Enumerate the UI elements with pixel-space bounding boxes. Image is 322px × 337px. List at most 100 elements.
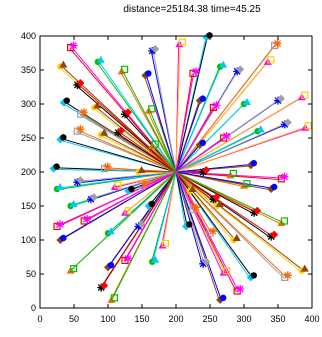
data-point-marker [60, 234, 67, 242]
axes: 0 50 100 150 200 250 300 350 400 0 50 100 150 200 250 3… [21, 31, 320, 324]
series-line [77, 83, 177, 173]
x-tick-label: 200 [168, 314, 183, 324]
data-point-marker [141, 179, 149, 188]
series-line [149, 109, 177, 173]
data-point-marker [137, 220, 146, 229]
data-point-marker [97, 283, 106, 292]
series-line [91, 171, 177, 199]
data-point-marker [250, 272, 257, 279]
data-point-marker [107, 262, 115, 269]
data-point-marker [199, 139, 206, 146]
data-point-marker [120, 65, 129, 73]
data-point-marker [53, 163, 60, 170]
data-point-marker [280, 120, 289, 129]
data-point-marker [56, 183, 64, 190]
y-tick-label: 150 [21, 201, 36, 211]
data-point-marker [212, 193, 221, 202]
data-point-marker [283, 118, 292, 127]
data-point-marker [212, 101, 221, 110]
series-line [139, 170, 177, 173]
data-point-marker [76, 176, 85, 185]
data-point-marker [300, 264, 309, 272]
data-point-marker [161, 239, 169, 248]
data-point-marker [267, 56, 275, 64]
x-tick-label: 400 [304, 314, 319, 324]
y-tick-label: 400 [21, 31, 36, 41]
data-point-marker [100, 281, 109, 290]
series-line [108, 171, 177, 267]
data-point-marker [277, 94, 285, 103]
series-line [101, 133, 177, 173]
data-point-marker [121, 110, 129, 119]
data-point-marker [76, 125, 85, 134]
series-line [78, 129, 177, 173]
y-tick-label: 300 [21, 99, 36, 109]
series-line [175, 72, 195, 173]
data-point-marker [151, 255, 160, 263]
data-point-marker [124, 207, 132, 215]
data-point-marker [114, 181, 122, 189]
series-line [98, 60, 177, 173]
data-point-marker [148, 46, 157, 55]
data-point-marker [93, 101, 102, 109]
series-line [175, 163, 252, 173]
x-tick-label: 150 [134, 314, 149, 324]
data-point-marker [192, 203, 200, 212]
series-line [121, 70, 177, 173]
data-point-marker [243, 98, 251, 105]
series-line [81, 112, 177, 173]
data-point-marker [107, 227, 115, 235]
series-line [162, 171, 177, 245]
series-line [175, 171, 273, 189]
data-point-marker [69, 265, 78, 273]
data-point-marker [219, 60, 228, 68]
data-point-marker [63, 97, 70, 104]
series-line [175, 60, 269, 173]
data-point-marker [188, 185, 197, 193]
series-line [111, 171, 177, 300]
series-line [175, 95, 303, 173]
series-line [145, 74, 177, 173]
x-tick-label: 100 [100, 314, 115, 324]
x-tick-label: 0 [37, 314, 42, 324]
data-point-marker [301, 91, 309, 99]
series-line [152, 145, 177, 173]
x-tick-label: 50 [69, 314, 79, 324]
data-point-marker [151, 44, 160, 53]
series-line [175, 106, 215, 173]
data-point-marker [56, 220, 64, 229]
data-point-marker [222, 132, 231, 140]
series-line [175, 171, 283, 223]
data-point-marker [73, 80, 82, 89]
series-line [175, 129, 259, 173]
data-point-marker [250, 208, 259, 217]
series-line [175, 171, 188, 226]
data-point-marker [60, 134, 67, 141]
series-line [78, 171, 177, 182]
y-tick-label: 350 [21, 65, 36, 75]
series-line [175, 136, 225, 173]
data-point-marker [124, 108, 132, 117]
series-line [152, 50, 177, 173]
series-line [84, 171, 177, 221]
data-point-marker [59, 98, 68, 107]
data-point-marker [124, 254, 132, 263]
data-point-marker [199, 95, 206, 102]
data-point-marker [220, 294, 227, 302]
data-point-marker [199, 168, 208, 176]
data-point-marker [114, 128, 123, 137]
series-line [175, 126, 307, 173]
data-point-marker [90, 193, 98, 202]
y-tick-label: 100 [21, 235, 36, 245]
series-line [152, 171, 177, 262]
series-line [175, 123, 286, 173]
data-point-marker [271, 183, 278, 191]
data-point-marker [206, 32, 213, 39]
series-markers [49, 32, 312, 304]
x-tick-label: 350 [270, 314, 285, 324]
data-point-marker [103, 162, 112, 171]
data-point-marker [192, 67, 200, 76]
series-line [175, 65, 222, 173]
series-line [175, 171, 303, 271]
